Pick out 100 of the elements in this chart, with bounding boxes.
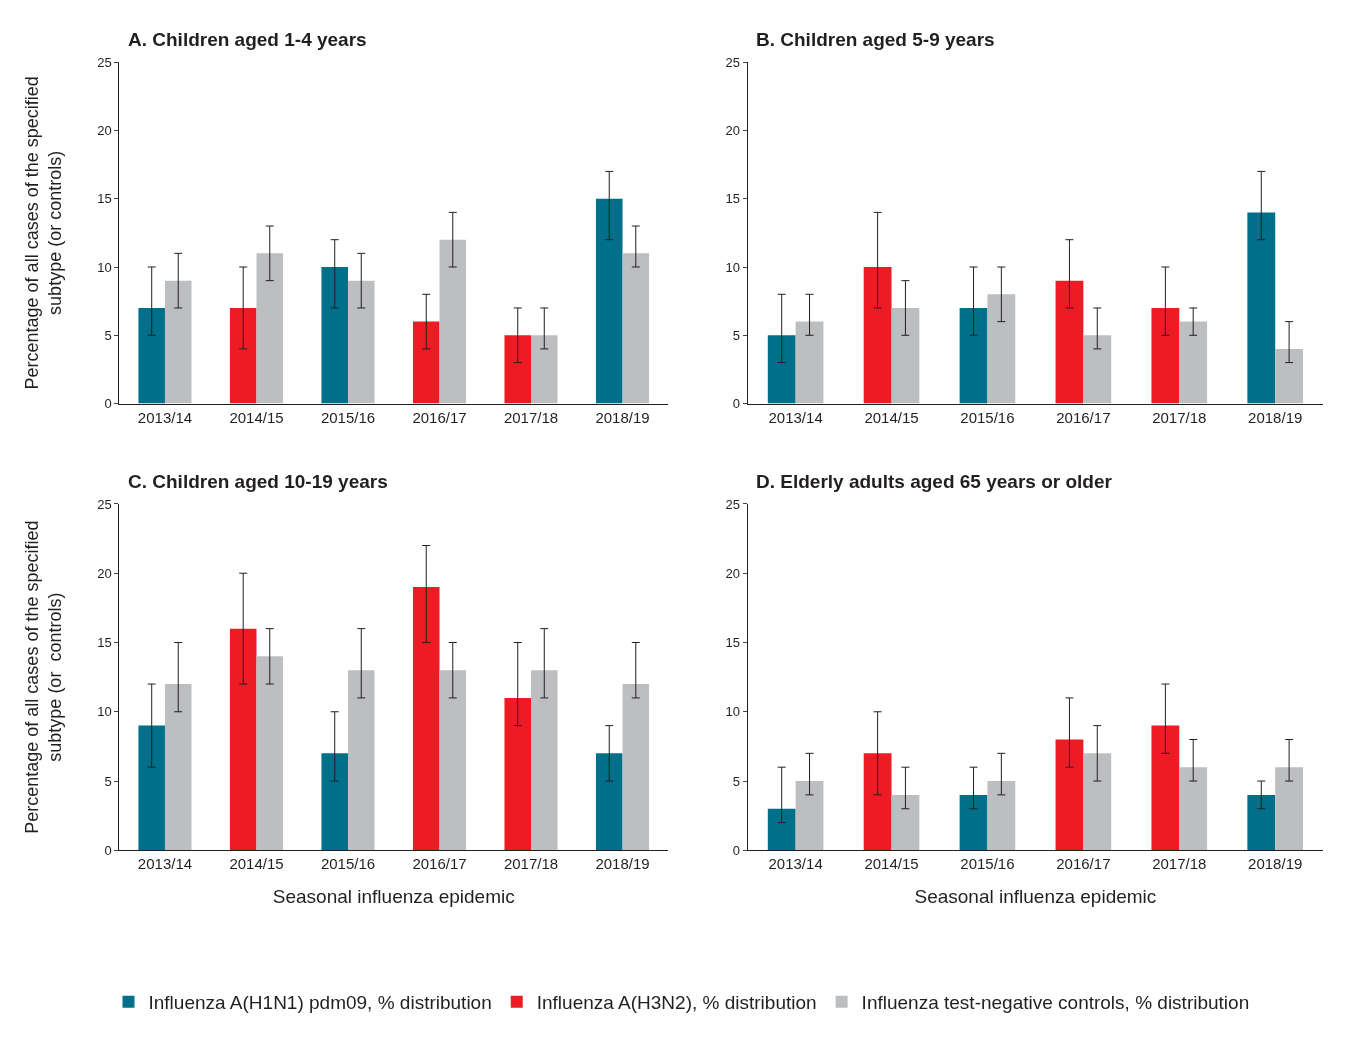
x-tick-label: 2016/17 (1056, 408, 1111, 426)
x-tick-label: 2016/17 (1056, 855, 1111, 873)
bar (959, 307, 988, 404)
bar (622, 684, 650, 851)
bar (531, 670, 558, 851)
bar (987, 294, 1016, 404)
bar (1179, 767, 1208, 851)
y-tick-label: 0 (732, 396, 741, 412)
x-tick-label: 2015/16 (960, 408, 1015, 426)
y-tick-label: 10 (725, 259, 741, 275)
bar (164, 280, 192, 404)
bar (531, 335, 558, 404)
bar (595, 753, 623, 851)
x-tick-label: 2015/16 (960, 855, 1015, 873)
x-tick-label: 2014/15 (229, 855, 284, 873)
y-axis-title: Percentage of all cases of the specified subtype (or controls) (21, 520, 66, 834)
bar (504, 697, 531, 851)
bar (1055, 739, 1084, 851)
y-tick-label: 25 (97, 496, 112, 512)
x-tick-label: 2015/16 (320, 408, 376, 426)
y-tick-label: 15 (97, 191, 112, 207)
bar (256, 253, 284, 404)
y-tick-label: 25 (97, 54, 112, 70)
y-tick-label: 0 (104, 842, 112, 858)
bar (504, 335, 531, 404)
bar (1275, 348, 1304, 404)
bar (863, 267, 892, 404)
bar (767, 808, 796, 851)
bar (795, 321, 824, 404)
y-tick-label: 5 (732, 327, 741, 343)
x-tick-label: 2013/14 (137, 408, 193, 426)
y-tick-label: 15 (725, 635, 741, 651)
chart-title: C. Children aged 10-19 years (128, 471, 388, 492)
x-tick-label: 2017/18 (1152, 408, 1207, 426)
bar (1055, 280, 1084, 404)
bar (439, 670, 467, 851)
x-tick-label: 2014/15 (864, 408, 919, 426)
bar (622, 253, 650, 404)
legend-label: Influenza test-negative controls, % distribution (861, 992, 1250, 1014)
y-tick-label: 20 (97, 123, 112, 138)
y-tick-label: 25 (725, 54, 741, 70)
x-tick-label: 2018/19 (1248, 408, 1303, 426)
x-tick-label: 2018/19 (595, 855, 650, 873)
x-tick-label: 2013/14 (768, 408, 823, 426)
y-tick-label: 20 (97, 565, 112, 581)
x-tick-label: 2013/14 (137, 855, 193, 873)
y-tick-label: 20 (725, 565, 741, 581)
y-tick-label: 15 (725, 191, 741, 207)
chart-title: A. Children aged 1-4 years (128, 29, 367, 50)
bar (347, 280, 375, 404)
y-tick-label: 0 (732, 842, 741, 858)
y-tick-label: 20 (725, 123, 741, 138)
x-tick-label: 2013/14 (768, 855, 823, 873)
y-tick-label: 10 (725, 704, 741, 720)
x-axis-title: Seasonal influenza epidemic (272, 886, 515, 908)
bar (891, 794, 920, 851)
y-tick-label: 15 (97, 635, 112, 651)
x-tick-label: 2016/17 (412, 855, 467, 873)
y-tick-label: 5 (732, 773, 741, 789)
bar (891, 307, 920, 404)
bar (321, 267, 348, 404)
x-tick-label: 2017/18 (503, 855, 559, 873)
bar (347, 670, 375, 851)
bar (767, 335, 796, 404)
bar (229, 628, 257, 851)
bar (321, 753, 348, 851)
bar (959, 794, 988, 851)
x-tick-label: 2017/18 (503, 408, 559, 426)
x-tick-label: 2018/19 (1248, 855, 1303, 873)
bar (795, 781, 824, 851)
bar (138, 725, 165, 851)
bar (439, 239, 467, 404)
bar (164, 684, 192, 851)
x-tick-label: 2015/16 (320, 855, 376, 873)
bar (987, 781, 1016, 851)
y-tick-label: 0 (104, 396, 112, 412)
x-tick-label: 2017/18 (1152, 855, 1207, 873)
x-tick-label: 2016/17 (412, 408, 467, 426)
bar (1151, 307, 1180, 404)
legend-label: Influenza A(H1N1) pdm09, % distribution (148, 992, 492, 1014)
bar (863, 753, 892, 851)
x-tick-label: 2014/15 (864, 855, 919, 873)
y-tick-label: 10 (97, 259, 112, 275)
bar (1275, 767, 1304, 851)
chart-title: B. Children aged 5-9 years (756, 29, 995, 50)
bar (1247, 794, 1276, 851)
bar (229, 307, 257, 404)
x-tick-label: 2018/19 (595, 408, 650, 426)
y-tick-label: 5 (104, 327, 112, 343)
bar (412, 587, 440, 851)
chart-title: D. Elderly adults aged 65 years or older (756, 471, 1113, 492)
bar (595, 198, 623, 404)
bar (1179, 321, 1208, 404)
bar (138, 307, 165, 404)
bar (1247, 212, 1276, 404)
bar (412, 321, 440, 404)
x-axis-title: Seasonal influenza epidemic (914, 886, 1157, 908)
y-tick-label: 5 (104, 773, 112, 789)
y-tick-label: 10 (97, 704, 112, 720)
bar (1151, 725, 1180, 851)
